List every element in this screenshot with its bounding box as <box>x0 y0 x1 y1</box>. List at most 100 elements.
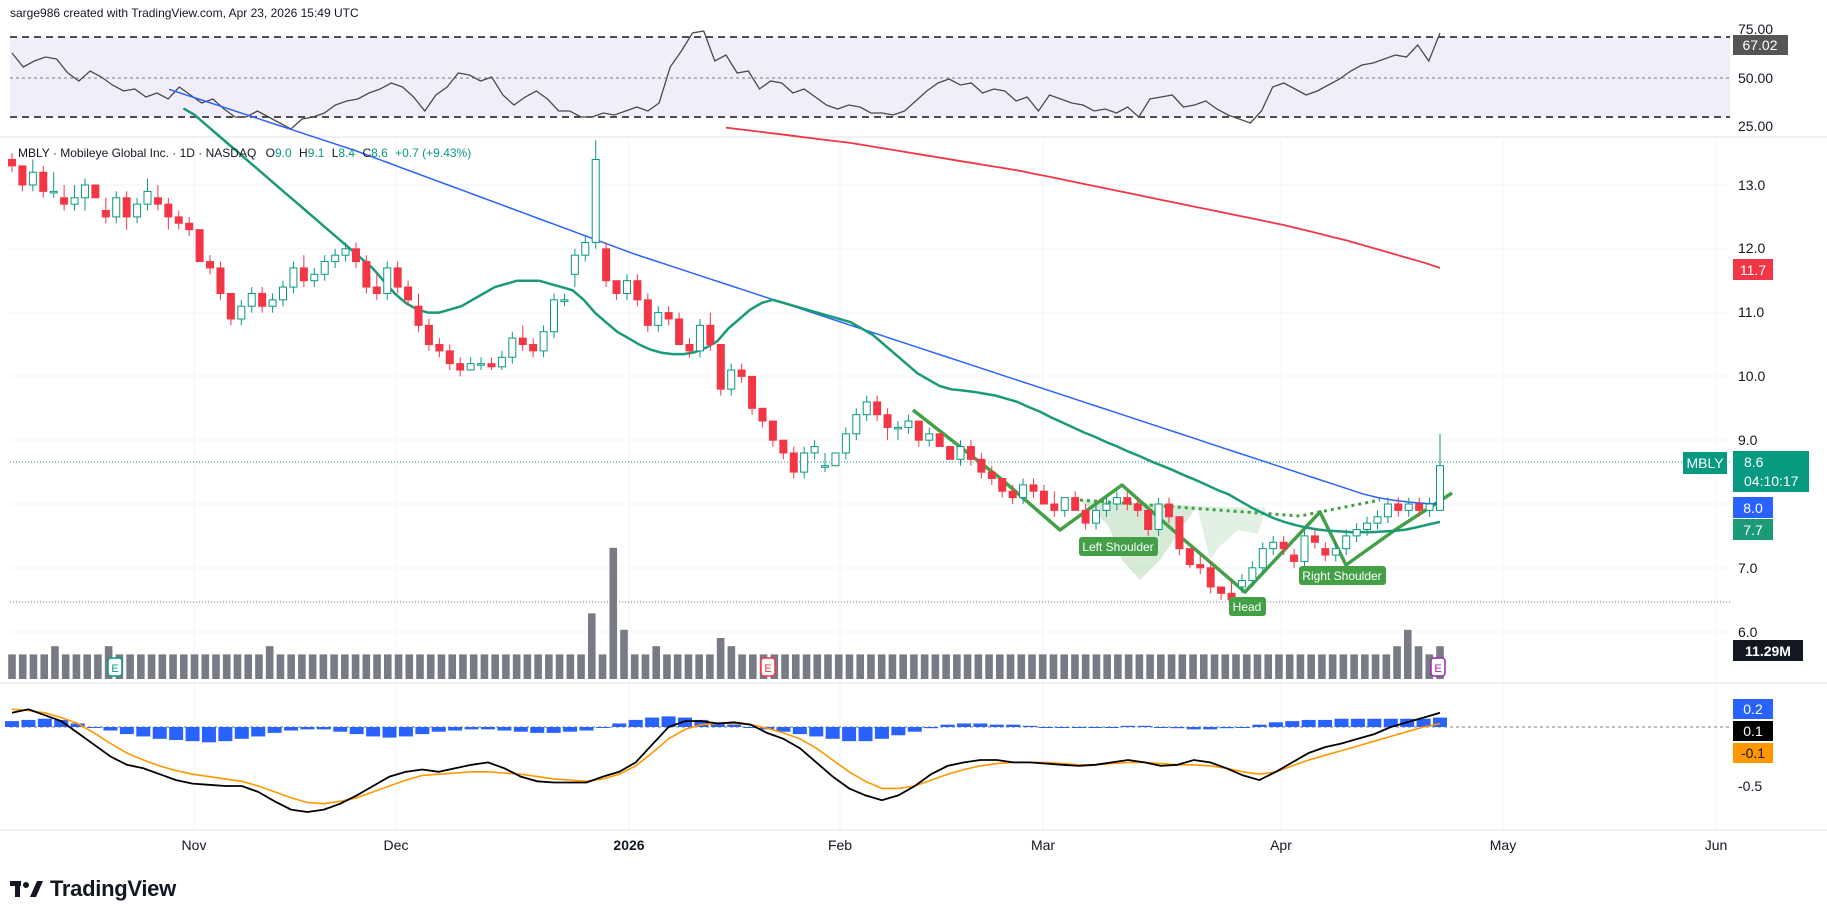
earnings-marker-3[interactable]: E <box>1430 657 1446 677</box>
volume-bar <box>29 654 38 679</box>
volume-bar <box>1307 654 1315 679</box>
candle-body <box>1363 522 1372 531</box>
candle-body <box>1217 586 1226 594</box>
svg-text:8.0: 8.0 <box>1743 500 1763 516</box>
volume-bar <box>1157 654 1165 679</box>
volume-bar <box>920 654 929 679</box>
macd-histogram-bar <box>333 727 348 732</box>
x-tick-jun: Jun <box>1705 837 1728 853</box>
volume-bar <box>362 654 371 679</box>
candle-body <box>143 190 152 205</box>
chart-canvas[interactable]: 75.00 50.00 25.00 Left Shoulder Head Rig… <box>0 0 1827 870</box>
volume-bar <box>684 654 693 679</box>
volume-bar <box>201 654 210 679</box>
volume-bar <box>738 654 746 679</box>
candle-body <box>39 171 48 192</box>
volume-bar <box>1124 654 1133 679</box>
volume-bar <box>995 654 1004 679</box>
macd-histogram-bar <box>710 722 725 727</box>
volume-bar <box>716 638 725 679</box>
volume-bar <box>437 654 446 679</box>
volume-bar <box>459 654 467 679</box>
volume-bar <box>620 629 628 679</box>
macd-histogram-bar <box>842 727 857 742</box>
volume-bar <box>1060 654 1069 679</box>
volume-bar <box>587 613 596 679</box>
volume-bar <box>609 547 618 679</box>
candle-body <box>164 203 173 218</box>
volume-bar <box>319 654 328 679</box>
candle-body <box>133 203 142 218</box>
candle-body <box>80 184 89 199</box>
candle-body <box>1258 548 1267 569</box>
macd-histogram-bar <box>1268 722 1283 727</box>
volume-bar <box>1285 654 1294 679</box>
candle-body <box>70 197 79 205</box>
macd-histogram-bar <box>677 717 692 727</box>
volume-bar <box>1210 654 1219 679</box>
annotation-left-shoulder: Left Shoulder <box>1079 537 1158 556</box>
macd-line <box>11 708 1441 813</box>
volume-bar <box>298 654 306 679</box>
volume-bar <box>577 654 585 679</box>
volume-bar <box>308 654 317 679</box>
volume-bar <box>1135 654 1144 679</box>
macd-histogram-bar <box>448 727 463 731</box>
candle-body <box>466 363 475 371</box>
earnings-marker-2[interactable]: E <box>760 657 776 677</box>
pattern-fill-right <box>1197 506 1266 560</box>
volume-bar <box>824 654 832 679</box>
volume-bar <box>469 654 478 679</box>
macd-histogram-bar <box>119 727 134 735</box>
volume-bar <box>276 654 285 679</box>
macd-histogram-bar <box>628 719 643 727</box>
price-pane: Left Shoulder Head Right Shoulder E E E … <box>8 88 1765 679</box>
x-tick-apr: Apr <box>1270 837 1292 853</box>
macd-histogram-bar <box>54 719 69 727</box>
candle-body <box>914 420 923 441</box>
macd-histogram-bar <box>201 727 216 743</box>
volume-bar <box>877 654 886 679</box>
svg-text:Head: Head <box>1233 600 1262 614</box>
volume-bar <box>233 654 242 679</box>
volume-bar <box>383 654 392 679</box>
macd-histogram-bar <box>87 727 102 728</box>
candle-body <box>1050 503 1059 511</box>
candle-body <box>28 171 37 186</box>
candle-body <box>310 273 319 282</box>
candle-body <box>893 426 902 430</box>
price-tick-9: 9.0 <box>1738 432 1758 448</box>
annotation-right-shoulder: Right Shoulder <box>1299 566 1386 585</box>
macd-histogram-bar <box>694 719 709 727</box>
candle-body <box>1092 509 1101 524</box>
candle-body <box>831 452 840 467</box>
candle-body <box>456 363 465 371</box>
candle-body <box>706 324 715 345</box>
volume-bar <box>867 654 875 679</box>
svg-text:MBLY: MBLY <box>1686 455 1724 471</box>
candle-body <box>1404 503 1413 511</box>
candle-body <box>404 286 413 301</box>
macd-histogram-bar <box>940 724 955 727</box>
volume-bar <box>61 654 70 679</box>
macd-histogram-bar <box>530 727 545 733</box>
candle-body <box>883 414 892 428</box>
volume-bar <box>512 654 521 679</box>
macd-hist-value-badge: 0.2 <box>1733 699 1773 719</box>
candle-body <box>550 299 559 333</box>
macd-histogram-bar <box>1104 727 1119 728</box>
macd-histogram-bar <box>349 727 364 735</box>
tradingview-logo[interactable]: TradingView <box>10 876 176 902</box>
candle-body <box>1415 503 1424 511</box>
macd-histogram-bar <box>1301 719 1316 727</box>
volume-bar <box>985 654 993 679</box>
volume-bar <box>1081 654 1090 679</box>
svg-text:Left Shoulder: Left Shoulder <box>1082 540 1153 554</box>
macd-tick-neg05: -0.5 <box>1738 778 1762 794</box>
earnings-marker-1[interactable]: E <box>107 657 123 677</box>
candle-body <box>1029 484 1038 492</box>
svg-text:0.2: 0.2 <box>1743 701 1763 717</box>
volume-bar <box>1146 654 1154 679</box>
symbol-legend[interactable]: MBLY · Mobileye Global Inc. · 1D · NASDA… <box>18 146 471 160</box>
volume-bar <box>910 654 918 679</box>
